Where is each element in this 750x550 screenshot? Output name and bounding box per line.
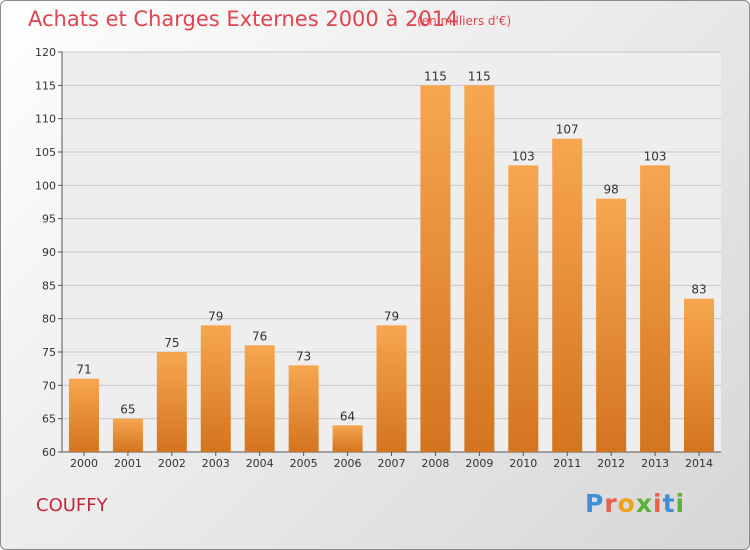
x-tick-label: 2006 xyxy=(334,457,362,470)
logo-letter: i xyxy=(675,489,686,518)
x-tick-label: 2000 xyxy=(70,457,98,470)
logo-letter: r xyxy=(604,489,618,518)
logo-letter: x xyxy=(635,489,653,518)
x-tick-label: 2011 xyxy=(553,457,581,470)
bar xyxy=(596,198,627,452)
data-label: 73 xyxy=(296,349,311,363)
data-label: 79 xyxy=(208,309,223,323)
bar xyxy=(508,165,539,453)
data-label: 115 xyxy=(424,69,447,83)
bar xyxy=(200,325,231,452)
data-label: 83 xyxy=(691,283,706,297)
data-label: 75 xyxy=(164,336,179,350)
x-tick-label: 2003 xyxy=(202,457,230,470)
bar xyxy=(464,85,495,452)
chart-title: Achats et Charges Externes 2000 à 2014 xyxy=(28,7,459,31)
logo-letter: P xyxy=(585,489,605,518)
y-tick-label: 60 xyxy=(42,446,56,459)
x-tick-label: 2008 xyxy=(421,457,449,470)
data-label: 64 xyxy=(340,409,355,423)
x-tick-label: 2010 xyxy=(509,457,537,470)
bar xyxy=(376,325,407,452)
y-tick-label: 65 xyxy=(42,413,56,426)
logo-letter: i xyxy=(653,489,663,518)
bar xyxy=(332,425,363,452)
proxiti-logo: Proxiti xyxy=(585,489,685,518)
y-tick-label: 85 xyxy=(42,279,56,292)
data-label: 76 xyxy=(252,329,267,343)
x-tick-label: 2001 xyxy=(114,457,142,470)
bar xyxy=(68,378,99,452)
chart-subtitle: (en milliers d'€) xyxy=(417,14,512,28)
y-tick-label: 100 xyxy=(35,179,56,192)
x-tick-label: 2014 xyxy=(685,457,713,470)
y-tick-label: 115 xyxy=(35,79,56,92)
data-label: 71 xyxy=(76,363,91,377)
commune-name: COUFFY xyxy=(36,495,108,516)
bar xyxy=(244,345,275,452)
logo-letter: t xyxy=(662,489,676,518)
data-label: 107 xyxy=(556,123,579,137)
bar xyxy=(156,352,187,452)
data-label: 115 xyxy=(468,69,491,83)
x-tick-label: 2007 xyxy=(378,457,406,470)
bar xyxy=(552,138,583,452)
data-label: 98 xyxy=(604,183,619,197)
y-tick-label: 105 xyxy=(35,146,56,159)
y-tick-label: 75 xyxy=(42,346,56,359)
data-label: 103 xyxy=(644,149,667,163)
bar xyxy=(640,165,671,453)
y-tick-label: 80 xyxy=(42,313,56,326)
data-label: 103 xyxy=(512,149,535,163)
x-tick-label: 2004 xyxy=(246,457,274,470)
bar xyxy=(684,298,715,452)
y-tick-label: 110 xyxy=(35,113,56,126)
bar xyxy=(112,418,143,452)
y-tick-label: 70 xyxy=(42,379,56,392)
x-tick-label: 2005 xyxy=(290,457,318,470)
bar xyxy=(420,85,451,452)
x-tick-label: 2012 xyxy=(597,457,625,470)
bar xyxy=(288,365,319,452)
x-tick-label: 2013 xyxy=(641,457,669,470)
data-label: 79 xyxy=(384,309,399,323)
x-tick-label: 2009 xyxy=(465,457,493,470)
y-tick-label: 95 xyxy=(42,213,56,226)
y-tick-label: 120 xyxy=(35,46,56,59)
y-tick-label: 90 xyxy=(42,246,56,259)
data-label: 65 xyxy=(120,403,135,417)
logo-letter: o xyxy=(617,489,636,518)
x-tick-label: 2002 xyxy=(158,457,186,470)
